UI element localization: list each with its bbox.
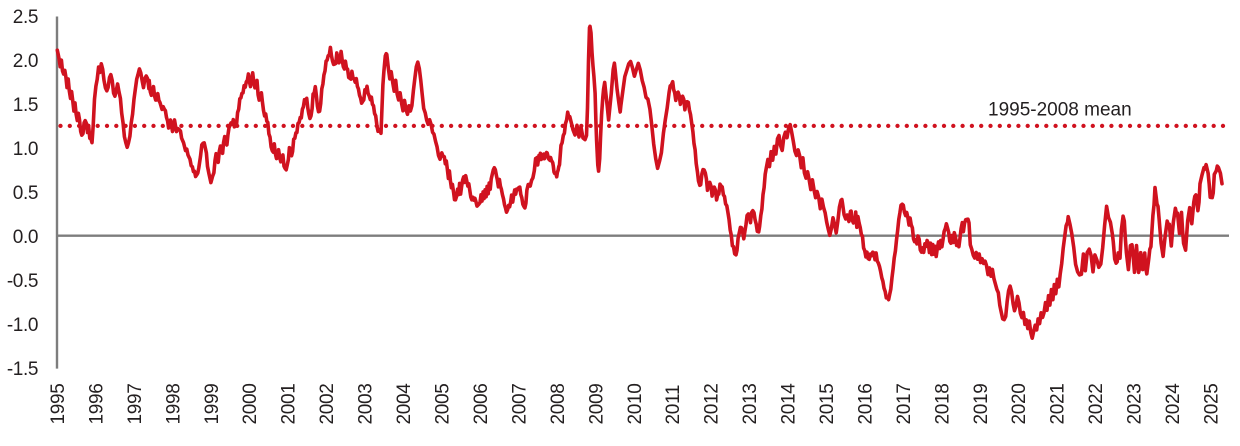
svg-text:2006: 2006 [471, 383, 492, 424]
svg-text:2002: 2002 [317, 383, 338, 424]
svg-text:2000: 2000 [240, 383, 261, 424]
svg-text:2015: 2015 [817, 383, 838, 424]
svg-text:2019: 2019 [971, 383, 992, 424]
svg-text:2012: 2012 [702, 383, 723, 424]
svg-text:2001: 2001 [279, 383, 300, 424]
svg-text:1.5: 1.5 [13, 95, 38, 116]
svg-text:1997: 1997 [125, 383, 146, 424]
svg-text:2.5: 2.5 [13, 7, 38, 28]
svg-text:2007: 2007 [509, 383, 530, 424]
svg-text:2018: 2018 [932, 383, 953, 424]
svg-text:2004: 2004 [394, 383, 415, 425]
svg-text:2.0: 2.0 [13, 51, 38, 72]
svg-text:2021: 2021 [1048, 383, 1069, 424]
svg-text:0.5: 0.5 [13, 183, 38, 204]
svg-text:2016: 2016 [856, 383, 877, 424]
svg-text:2025: 2025 [1202, 383, 1223, 424]
svg-text:-1.0: -1.0 [7, 315, 38, 336]
svg-text:1999: 1999 [202, 383, 223, 424]
svg-text:2008: 2008 [548, 383, 569, 424]
svg-text:2003: 2003 [356, 383, 377, 424]
svg-text:2013: 2013 [740, 383, 761, 424]
svg-text:2010: 2010 [625, 383, 646, 424]
svg-text:2005: 2005 [433, 383, 454, 424]
svg-text:1995: 1995 [48, 383, 69, 424]
svg-text:0.0: 0.0 [13, 227, 38, 248]
svg-text:2017: 2017 [894, 383, 915, 424]
svg-text:2009: 2009 [586, 383, 607, 424]
svg-text:2020: 2020 [1009, 383, 1030, 424]
svg-text:-1.5: -1.5 [7, 359, 38, 380]
svg-text:1998: 1998 [163, 383, 184, 424]
svg-text:1995-2008 mean: 1995-2008 mean [988, 100, 1132, 121]
svg-text:2014: 2014 [779, 383, 800, 425]
svg-text:2022: 2022 [1086, 383, 1107, 424]
svg-text:-0.5: -0.5 [7, 271, 38, 292]
svg-text:2024: 2024 [1163, 383, 1184, 425]
svg-text:1.0: 1.0 [13, 139, 38, 160]
svg-text:1996: 1996 [87, 383, 108, 424]
svg-text:2023: 2023 [1125, 383, 1146, 424]
svg-text:2011: 2011 [663, 385, 684, 425]
